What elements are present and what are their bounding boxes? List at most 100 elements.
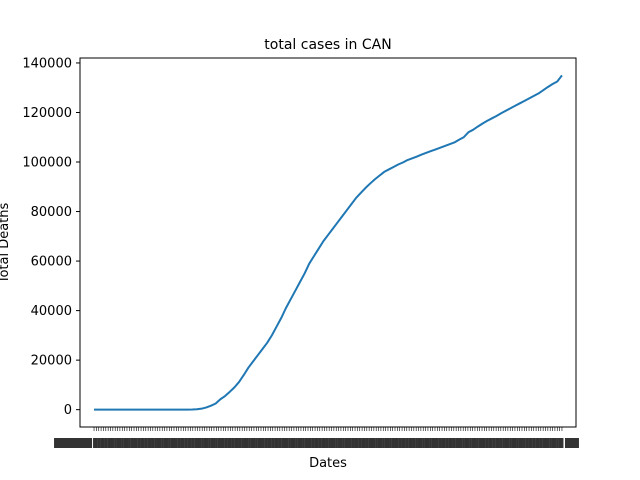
x-tick-label: [403, 438, 406, 448]
x-tick-label: [93, 438, 96, 448]
x-tick-label: [349, 438, 352, 448]
x-tick-label: [495, 438, 498, 448]
x-tick-label: [212, 438, 216, 448]
x-tick-label: [379, 438, 383, 448]
x-tick-label: [290, 438, 294, 448]
x-tick-label: [544, 438, 548, 448]
y-tick-label: 60000: [31, 255, 72, 270]
x-tick-label: [408, 438, 411, 448]
series-line: [94, 74, 563, 411]
x-tick-label: [471, 438, 475, 448]
x-tick-label: [191, 438, 195, 448]
x-tick-label: [354, 438, 357, 448]
x-tick-label: [431, 438, 435, 448]
x-tick-label: [332, 438, 336, 448]
x-tick-label: [424, 438, 428, 448]
x-tick-label: [337, 438, 341, 448]
x-tick-label: [264, 438, 268, 448]
y-tick-label: 40000: [31, 304, 72, 319]
x-tick-label: [187, 438, 190, 448]
x-tick-label: [499, 438, 503, 448]
x-tick-label: [104, 438, 108, 448]
x-tick-label: [490, 438, 493, 448]
x-tick-label-overflow-right: [564, 438, 579, 448]
x-tick-label: [560, 438, 564, 448]
x-tick-label: [462, 438, 465, 448]
x-tick-label: [466, 438, 470, 448]
x-tick-label: [224, 438, 228, 448]
y-tick-label: 140000: [22, 56, 72, 71]
x-tick-label: [267, 438, 270, 448]
x-tick-label: [180, 438, 183, 448]
x-tick-label: [375, 438, 378, 448]
x-tick-label: [118, 438, 122, 448]
x-tick-label: [539, 438, 543, 448]
x-tick-label: [330, 438, 334, 448]
x-tick-label: [149, 438, 152, 448]
x-tick-label: [111, 438, 115, 448]
x-tick-label: [509, 438, 512, 448]
x-tick-label: [201, 438, 204, 448]
x-tick-label: [553, 438, 557, 448]
x-tick-label: [532, 438, 536, 448]
x-tick-label: [410, 438, 413, 448]
x-axis-label: Dates: [309, 456, 347, 471]
x-tick-label: [361, 438, 364, 448]
x-tick-label: [382, 438, 385, 448]
x-tick-label: [250, 438, 254, 448]
x-tick-label: [238, 438, 242, 448]
x-tick-label: [255, 438, 258, 448]
x-tick-label: [210, 438, 214, 448]
x-tick-label: [311, 438, 315, 448]
x-tick-label: [398, 438, 402, 448]
y-tick-label: 80000: [31, 205, 72, 220]
x-tick-label: [344, 438, 348, 448]
x-tick-label: [429, 438, 432, 448]
x-tick-label: [222, 438, 225, 448]
x-tick-label: [135, 438, 138, 448]
x-tick-label: [316, 438, 319, 448]
x-tick-label: [285, 438, 289, 448]
x-tick-label: [163, 438, 167, 448]
x-tick-label: [269, 438, 272, 448]
x-tick-label: [443, 438, 446, 448]
x-tick-label: [518, 438, 522, 448]
x-tick-label: [485, 438, 489, 448]
x-tick-label: [396, 438, 399, 448]
x-tick-label: [234, 438, 237, 448]
x-tick-label: [492, 438, 496, 448]
x-tick-label: [335, 438, 338, 448]
x-tick-label: [125, 438, 129, 448]
x-tick-label: [488, 438, 491, 448]
x-tick-label: [114, 438, 117, 448]
x-tick-label: [506, 438, 510, 448]
x-tick-label: [165, 438, 169, 448]
x-tick-label: [281, 438, 284, 448]
x-tick-label: [102, 438, 105, 448]
x-tick-label: [417, 438, 421, 448]
x-tick-label: [445, 438, 449, 448]
x-tick-label: [231, 438, 235, 448]
x-tick-label: [168, 438, 171, 448]
x-tick-label: [128, 438, 131, 448]
x-tick-label: [175, 438, 178, 448]
x-tick-label: [546, 438, 550, 448]
x-tick-label: [109, 438, 112, 448]
x-tick-label: [530, 438, 533, 448]
x-tick-label: [415, 438, 418, 448]
x-tick-label: [372, 438, 376, 448]
x-tick-label: [459, 438, 463, 448]
x-tick-label: [248, 438, 251, 448]
x-tick-label: [528, 438, 531, 448]
x-tick-label: [292, 438, 296, 448]
x-tick-label: [189, 438, 192, 448]
x-tick-label: [309, 438, 312, 448]
x-tick-label: [426, 438, 430, 448]
x-tick-label: [156, 438, 160, 448]
x-tick-label: [318, 438, 322, 448]
x-tick-label: [342, 438, 345, 448]
x-tick-label: [325, 438, 329, 448]
x-tick-label: [525, 438, 529, 448]
x-tick-label: [558, 438, 562, 448]
